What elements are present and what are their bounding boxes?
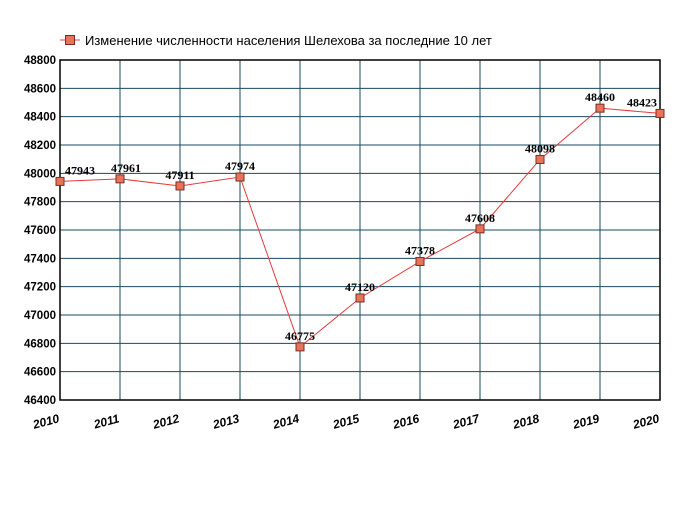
data-point-marker <box>535 154 545 164</box>
data-point-marker <box>175 181 185 191</box>
x-tick-label: 2011 <box>91 411 121 432</box>
series-group <box>55 103 665 352</box>
data-label: 47378 <box>405 243 435 257</box>
data-point-marker <box>115 174 125 184</box>
y-tick-label: 48400 <box>24 112 56 124</box>
x-tick-label: 2019 <box>570 411 601 432</box>
data-point-marker <box>55 176 65 186</box>
grid <box>59 59 661 401</box>
x-tick-label: 2015 <box>330 411 361 432</box>
data-point-marker <box>655 108 665 118</box>
x-tick-label: 2012 <box>150 411 181 432</box>
y-tick-label: 46800 <box>24 338 56 350</box>
data-label: 46775 <box>285 329 315 343</box>
y-tick-label: 47600 <box>24 225 56 237</box>
data-labels: 47943 47961 47911 47974 46775 47120 47378 47608… <box>65 90 657 343</box>
data-label: 47974 <box>225 159 255 173</box>
x-tick-label: 2013 <box>210 411 241 432</box>
data-label: 48460 <box>585 90 615 104</box>
data-point-marker <box>475 224 485 234</box>
x-axis-ticks: 2010 2011 2012 2013 2014 2015 2016 2017 2018 2019… <box>30 411 661 432</box>
y-axis-ticks: 46400 46600 46800 47000 47200 47400 47600 47800… <box>24 55 56 407</box>
x-tick-label: 2018 <box>510 411 541 432</box>
data-label: 48098 <box>525 141 555 155</box>
data-point-marker <box>595 103 605 113</box>
data-label: 47911 <box>165 168 194 182</box>
y-tick-label: 46400 <box>24 395 56 407</box>
y-tick-label: 48600 <box>24 83 56 95</box>
x-tick-label: 2016 <box>390 411 421 432</box>
data-point-marker <box>355 293 365 303</box>
legend: Изменение численности населения Шелехова… <box>60 33 492 48</box>
legend-marker <box>65 35 75 45</box>
x-tick-label: 2020 <box>630 411 661 432</box>
y-tick-label: 47200 <box>24 282 56 294</box>
y-tick-label: 48000 <box>24 168 56 180</box>
legend-label: Изменение численности населения Шелехова… <box>85 33 492 48</box>
x-tick-label: 2010 <box>30 411 61 432</box>
y-tick-label: 46600 <box>24 367 56 379</box>
data-label: 48423 <box>627 95 657 109</box>
y-tick-label: 48800 <box>24 55 56 67</box>
data-point-marker <box>235 172 245 182</box>
y-tick-label: 47400 <box>24 253 56 265</box>
data-label: 47608 <box>465 211 495 225</box>
data-point-marker <box>295 342 305 352</box>
data-label: 47961 <box>111 161 141 175</box>
y-tick-label: 47800 <box>24 197 56 209</box>
y-tick-label: 47000 <box>24 310 56 322</box>
data-label: 47943 <box>65 163 95 177</box>
data-point-marker <box>415 256 425 266</box>
y-tick-label: 48200 <box>24 140 56 152</box>
data-label: 47120 <box>345 280 375 294</box>
x-tick-label: 2017 <box>450 411 482 432</box>
x-tick-label: 2014 <box>270 411 301 432</box>
plot-border <box>59 59 661 401</box>
